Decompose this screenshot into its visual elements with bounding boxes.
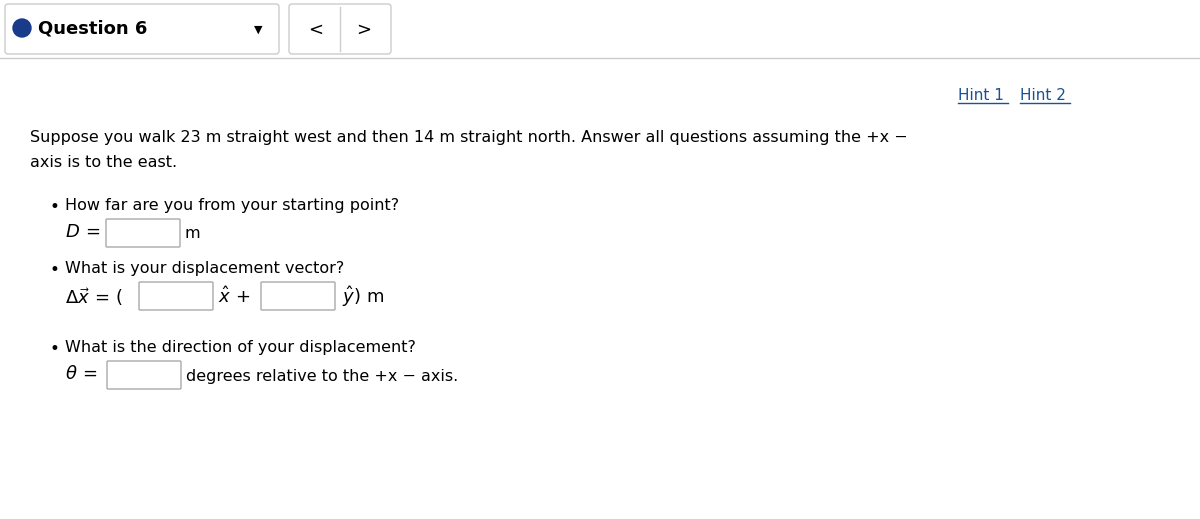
Text: <: < [308, 21, 324, 39]
Text: $\,\hat{y}$) m: $\,\hat{y}$) m [340, 284, 384, 309]
Text: degrees relative to the +x − axis.: degrees relative to the +x − axis. [186, 368, 458, 384]
Text: •: • [50, 198, 60, 216]
Circle shape [13, 19, 31, 37]
Text: •: • [50, 261, 60, 279]
Text: Hint 2: Hint 2 [1020, 88, 1066, 102]
Text: $\Delta\vec{x}\,=\,($: $\Delta\vec{x}\,=\,($ [65, 286, 124, 308]
Text: axis is to the east.: axis is to the east. [30, 155, 178, 170]
Text: Question 6: Question 6 [38, 20, 148, 38]
Text: >: > [356, 21, 372, 39]
Text: Hint 1: Hint 1 [958, 88, 1004, 102]
Bar [0, 0, 1200, 58]
Text: $\theta\,=$: $\theta\,=$ [65, 365, 97, 383]
Text: Suppose you walk 23 m straight west and then 14 m straight north. Answer all que: Suppose you walk 23 m straight west and … [30, 130, 907, 145]
Text: How far are you from your starting point?: How far are you from your starting point… [65, 198, 400, 213]
Text: •: • [50, 340, 60, 358]
Text: $D\,=$: $D\,=$ [65, 223, 101, 241]
Text: What is your displacement vector?: What is your displacement vector? [65, 261, 344, 276]
Text: m: m [185, 226, 200, 241]
Text: ▼: ▼ [253, 25, 263, 35]
FancyBboxPatch shape [106, 219, 180, 247]
FancyBboxPatch shape [107, 361, 181, 389]
Text: What is the direction of your displacement?: What is the direction of your displaceme… [65, 340, 416, 355]
Text: $\hat{x}\,+$: $\hat{x}\,+$ [218, 286, 251, 307]
FancyBboxPatch shape [139, 282, 214, 310]
FancyBboxPatch shape [262, 282, 335, 310]
